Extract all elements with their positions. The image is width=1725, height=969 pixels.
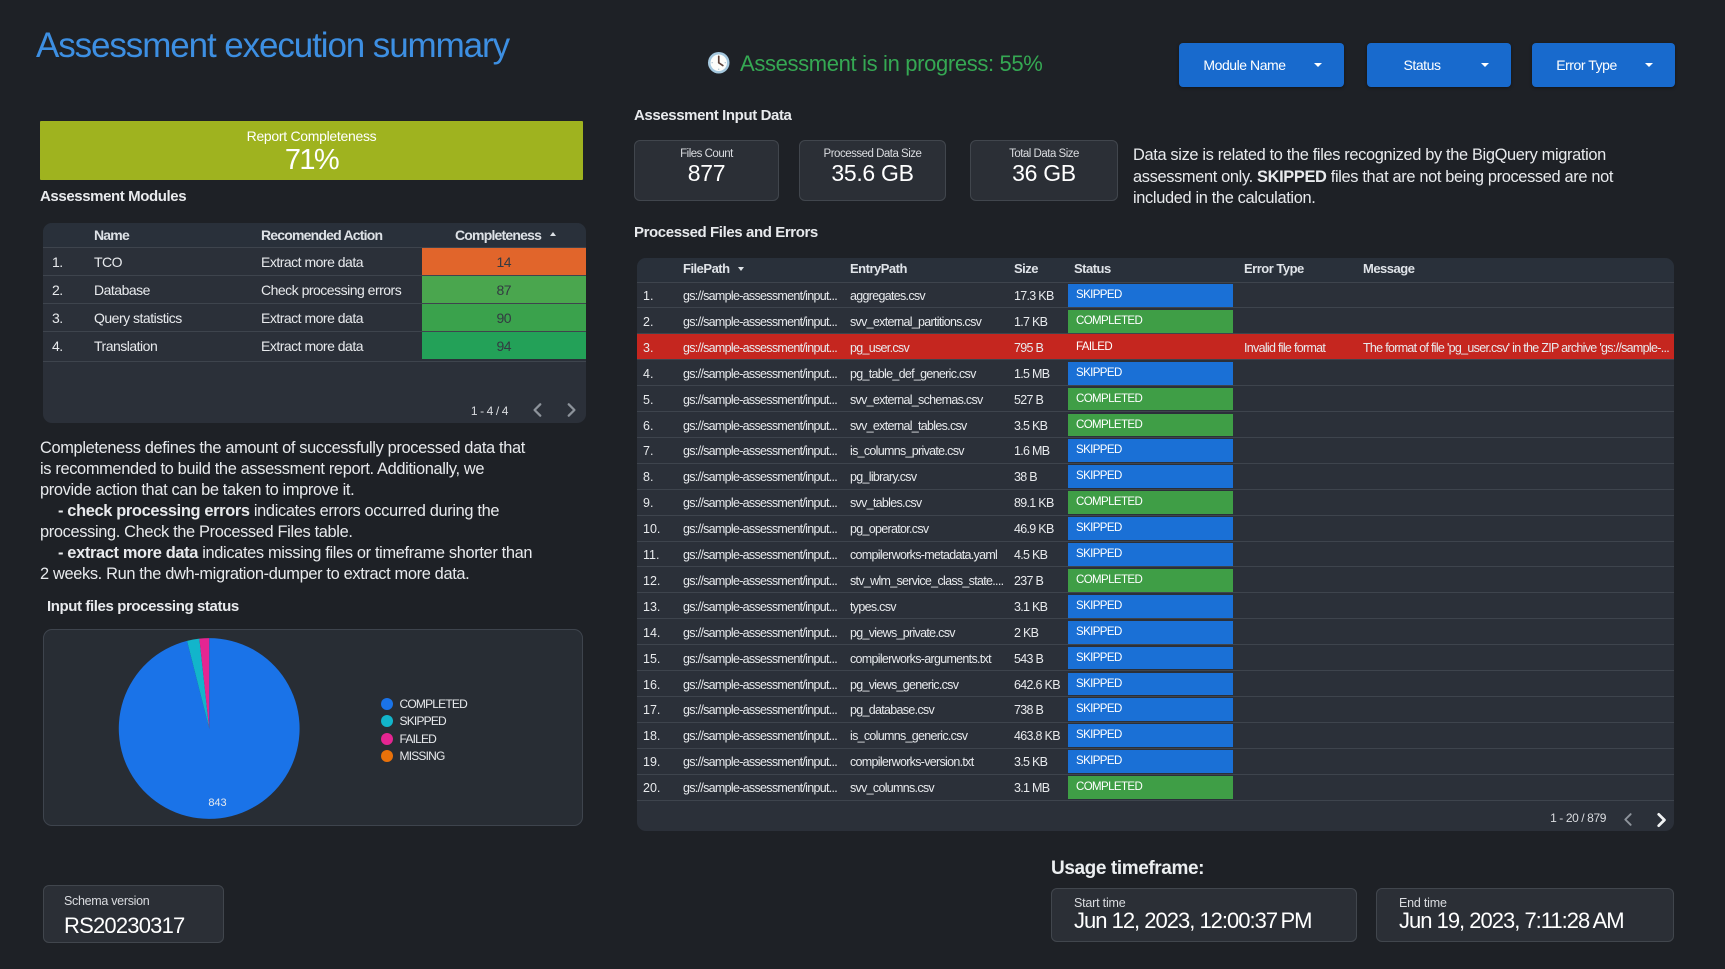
svg-text:843: 843 xyxy=(208,797,226,809)
